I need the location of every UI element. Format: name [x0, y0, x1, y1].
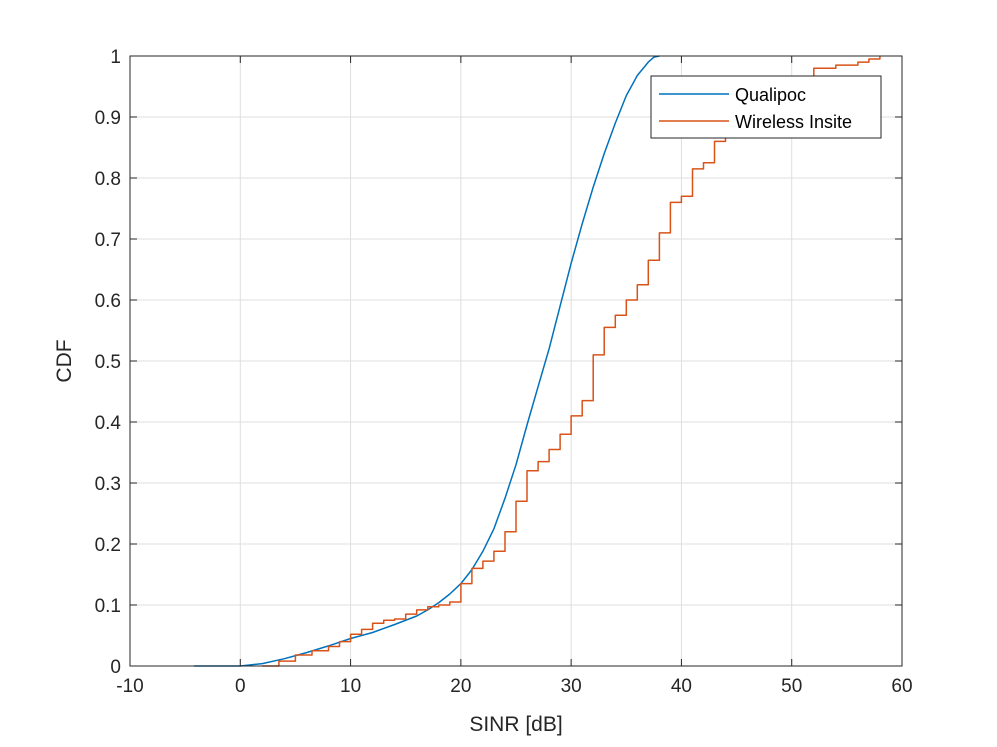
y-tick-label: 0.6 — [95, 291, 121, 312]
x-tick-label: 50 — [781, 676, 802, 697]
y-tick-label: 0.9 — [95, 108, 121, 129]
legend: Qualipoc Wireless Insite — [650, 75, 882, 139]
legend-label-qualipoc: Qualipoc — [735, 85, 806, 105]
x-tick-label: 40 — [671, 676, 692, 697]
ticks — [129, 55, 903, 667]
x-tick-label: 0 — [235, 676, 246, 697]
y-tick-label: 0.1 — [95, 596, 121, 617]
tick-labels: -10 0 10 20 30 40 50 6000.10.20.30.40.50.60.70.… — [95, 47, 913, 697]
x-tick-label: 30 — [561, 676, 582, 697]
y-tick-label: 0.5 — [95, 352, 121, 373]
legend-label-wireless-insite: Wireless Insite — [735, 112, 852, 132]
y-tick-label: 0.8 — [95, 169, 121, 190]
x-tick-label: 10 — [340, 676, 361, 697]
x-tick-label: 20 — [450, 676, 471, 697]
y-tick-label: 0 — [110, 657, 121, 678]
y-tick-label: 1 — [110, 47, 121, 68]
legend-box — [650, 75, 882, 139]
grid — [130, 56, 902, 666]
y-tick-label: 0.3 — [95, 474, 121, 495]
y-tick-label: 0.7 — [95, 230, 121, 251]
y-axis-title: CDF — [53, 339, 76, 382]
x-axis-title: SINR [dB] — [469, 713, 562, 736]
series-line-qualipoc — [194, 55, 660, 667]
y-tick-label: 0.4 — [95, 413, 122, 434]
y-tick-label: 0.2 — [95, 535, 121, 556]
x-tick-label: -10 — [116, 676, 143, 697]
x-tick-label: 60 — [891, 676, 912, 697]
